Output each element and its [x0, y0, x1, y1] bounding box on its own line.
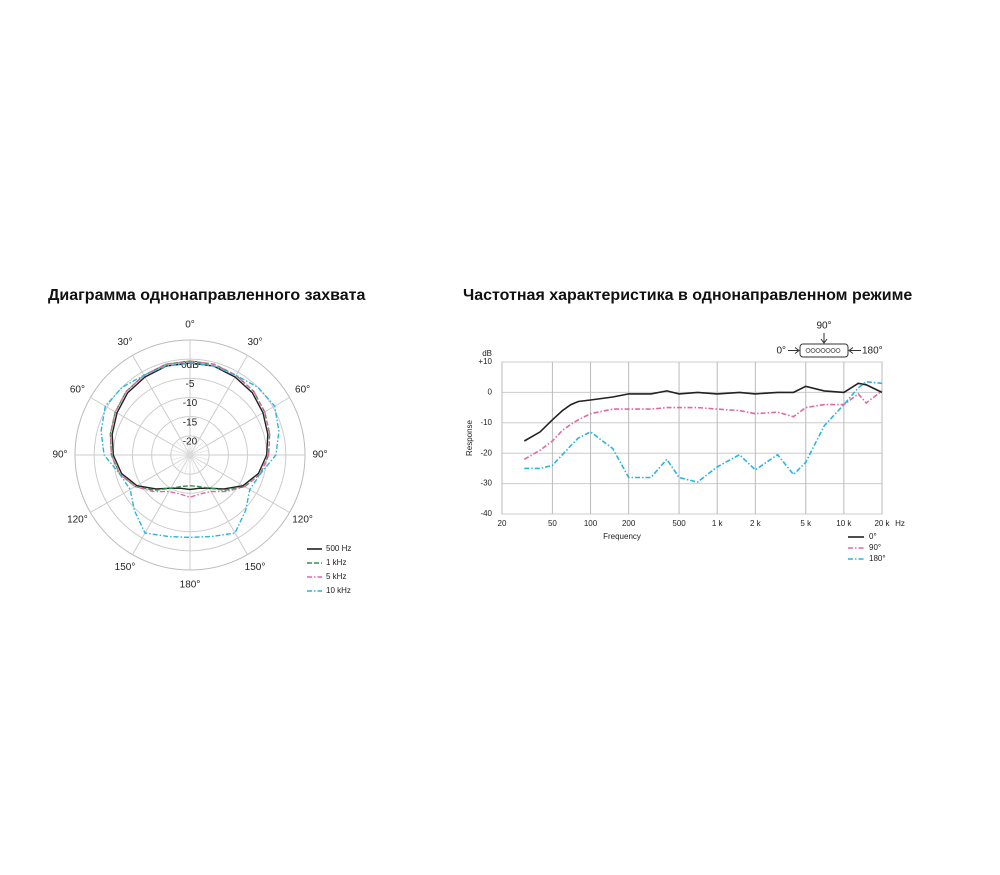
polar-line	[109, 360, 271, 491]
x-tick-label: 2 k	[750, 519, 762, 528]
x-tick-label: 5 k	[800, 519, 812, 528]
spoke	[180, 454, 191, 472]
y-tick-label: +10	[478, 357, 492, 366]
polar-line	[100, 362, 280, 539]
spoke	[184, 436, 191, 456]
angle-label: 0°	[185, 320, 195, 331]
spoke	[189, 441, 204, 456]
legend-label: 10 kHz	[326, 586, 351, 595]
angle-label: 90°	[52, 450, 67, 461]
legend-label: 5 kHz	[326, 572, 346, 581]
chart-title: Частотная характеристика в однонаправлен…	[463, 287, 912, 304]
r-tick-label: -15	[183, 417, 198, 428]
chart-title: Диаграмма однонаправленного захвата	[48, 287, 365, 304]
spoke	[173, 445, 191, 456]
spoke	[176, 454, 191, 469]
angle-label: 120°	[292, 515, 313, 526]
legend-label: 1 kHz	[326, 558, 346, 567]
angle-label: 150°	[245, 562, 266, 573]
legend-label: 90°	[869, 543, 881, 552]
angle-label: 30°	[247, 337, 262, 348]
y-tick-label: -30	[480, 479, 492, 488]
angle-label: 60°	[70, 385, 85, 396]
r-tick-label: 0dB	[181, 360, 199, 371]
spoke	[184, 454, 191, 474]
y-axis-label: Response	[465, 419, 474, 456]
angle-label: 60°	[295, 385, 310, 396]
angle-label: 180°	[180, 580, 201, 591]
legend-label: 500 Hz	[326, 544, 351, 553]
spoke	[171, 454, 191, 461]
line	[523, 390, 883, 460]
y-unit: dB	[482, 349, 492, 358]
line	[523, 382, 883, 442]
spoke	[189, 436, 196, 456]
polar-line	[111, 362, 269, 491]
spoke	[189, 445, 207, 456]
r-tick-label: -5	[186, 379, 195, 390]
x-tick-label: 1 k	[712, 519, 724, 528]
y-tick-label: -40	[480, 509, 492, 518]
diagram-label: 90°	[816, 321, 831, 332]
plot-area	[501, 361, 883, 515]
spoke	[189, 454, 207, 465]
spoke	[189, 454, 204, 469]
y-tick-label: 0	[488, 388, 493, 397]
x-tick-label: 50	[548, 519, 557, 528]
r-tick-label: -10	[183, 398, 198, 409]
legend-label: 0°	[869, 532, 877, 541]
x-tick-label: 20	[498, 519, 507, 528]
diagram-label: 180°	[862, 346, 883, 357]
y-tick-label: -10	[480, 418, 492, 427]
legend-label: 180°	[869, 554, 886, 563]
x-tick-label: 20 k	[874, 519, 890, 528]
spoke	[189, 454, 200, 472]
x-tick-label: 200	[622, 519, 636, 528]
diagram-label: 0°	[776, 346, 786, 357]
r-tick-label: -20	[183, 436, 198, 447]
line	[524, 380, 883, 483]
spoke	[189, 454, 209, 461]
angle-label: 120°	[67, 515, 88, 526]
spoke	[173, 454, 191, 465]
spoke	[171, 449, 191, 456]
spoke	[189, 449, 209, 456]
x-unit: Hz	[895, 519, 905, 528]
angle-label: 150°	[115, 562, 136, 573]
spoke	[189, 438, 200, 456]
angle-label: 90°	[312, 450, 327, 461]
spoke	[189, 454, 196, 474]
x-axis-label: Frequency	[603, 532, 641, 541]
x-tick-label: 100	[584, 519, 598, 528]
mic-diagram: 90° 0° 180°	[776, 321, 883, 358]
spoke	[180, 438, 191, 456]
y-tick-label: -20	[480, 448, 492, 457]
x-tick-label: 500	[672, 519, 686, 528]
mic-body	[799, 343, 849, 358]
angle-label: 30°	[117, 337, 132, 348]
x-tick-label: 10 k	[836, 519, 852, 528]
polar-line	[109, 360, 271, 498]
spoke	[176, 441, 191, 456]
